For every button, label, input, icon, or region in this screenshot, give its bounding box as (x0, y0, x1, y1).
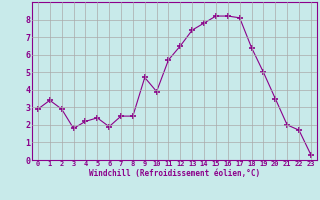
X-axis label: Windchill (Refroidissement éolien,°C): Windchill (Refroidissement éolien,°C) (89, 169, 260, 178)
